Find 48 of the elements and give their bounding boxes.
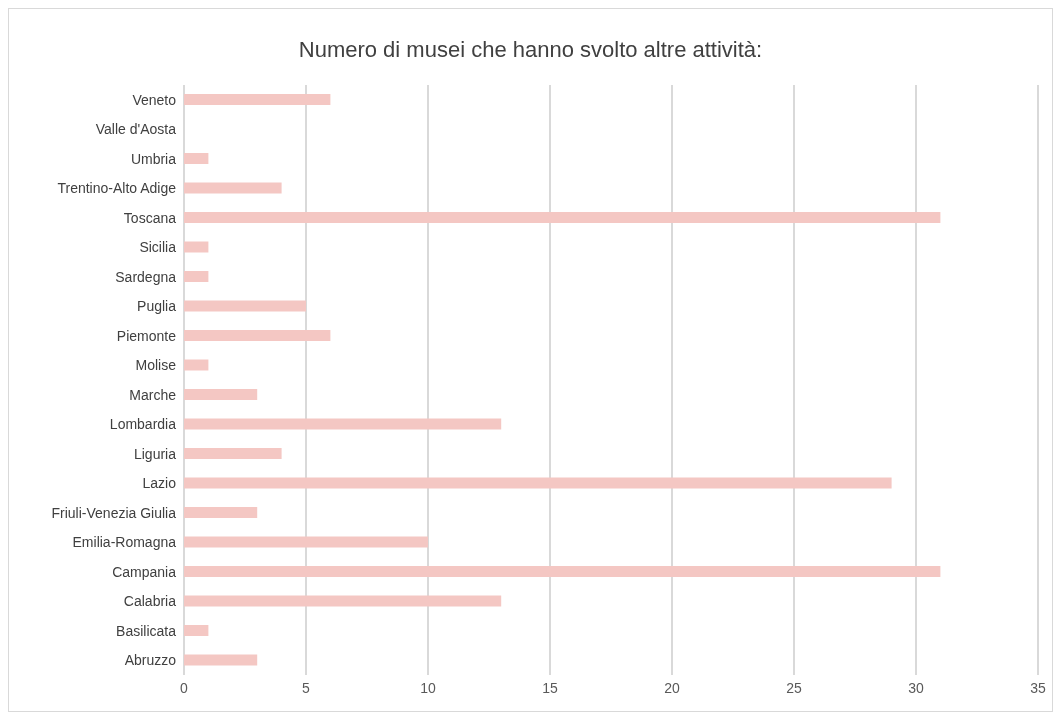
y-tick-label: Lazio bbox=[142, 475, 177, 492]
bar bbox=[184, 536, 428, 548]
bar bbox=[184, 94, 331, 105]
bar bbox=[184, 300, 306, 312]
bar bbox=[184, 595, 502, 607]
bar bbox=[184, 625, 209, 636]
y-tick-label: Emilia-Romagna bbox=[72, 534, 177, 551]
bar bbox=[184, 477, 892, 489]
y-tick-label: Trentino-Alto Adige bbox=[57, 180, 177, 197]
bar bbox=[184, 507, 258, 518]
bar bbox=[184, 182, 282, 194]
bar bbox=[184, 153, 209, 164]
bar bbox=[184, 566, 941, 577]
bar bbox=[184, 241, 209, 253]
x-tick-label: 10 bbox=[420, 679, 436, 696]
y-tick-label: Lombardia bbox=[109, 416, 177, 433]
y-tick-label: Puglia bbox=[137, 298, 177, 315]
bar bbox=[184, 448, 282, 459]
y-tick-label: Veneto bbox=[132, 91, 177, 108]
bar bbox=[184, 271, 209, 282]
x-tick-label: 0 bbox=[180, 679, 189, 696]
y-tick-label: Abruzzo bbox=[124, 652, 177, 669]
y-tick-label: Calabria bbox=[123, 593, 177, 610]
x-tick-label: 15 bbox=[542, 679, 558, 696]
chart-title: Numero di musei che hanno svolto altre attività: bbox=[297, 36, 764, 64]
y-tick-label: Toscana bbox=[123, 209, 177, 226]
y-tick-label: Liguria bbox=[133, 445, 177, 462]
x-tick-label: 25 bbox=[786, 679, 802, 696]
bar bbox=[184, 212, 941, 223]
bar bbox=[184, 418, 502, 430]
x-tick-label: 30 bbox=[908, 679, 924, 696]
y-tick-label: Umbria bbox=[130, 150, 177, 167]
y-tick-label: Friuli-Venezia Giulia bbox=[51, 504, 177, 521]
y-tick-label: Campania bbox=[112, 563, 177, 580]
y-tick-label: Valle d'Aosta bbox=[95, 121, 177, 138]
x-tick-label: 35 bbox=[1030, 679, 1046, 696]
bar bbox=[184, 359, 209, 371]
y-tick-label: Piemonte bbox=[116, 327, 177, 344]
y-tick-label: Basilicata bbox=[116, 622, 177, 639]
x-tick-label: 20 bbox=[664, 679, 680, 696]
y-tick-label: Marche bbox=[129, 386, 177, 403]
bar bbox=[184, 330, 331, 341]
bar bbox=[184, 654, 258, 666]
y-tick-label: Sardegna bbox=[115, 268, 177, 285]
bar bbox=[184, 389, 258, 400]
y-tick-label: Molise bbox=[135, 357, 177, 374]
x-tick-label: 5 bbox=[302, 679, 311, 696]
y-tick-label: Sicilia bbox=[139, 239, 177, 256]
